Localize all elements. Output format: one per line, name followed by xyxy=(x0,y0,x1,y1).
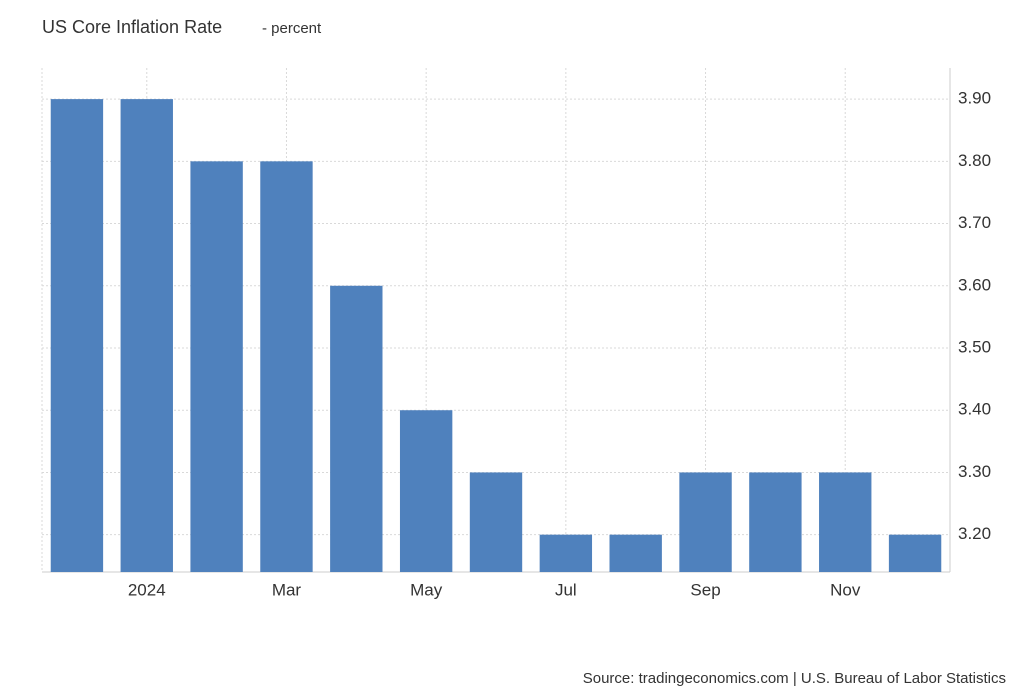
bar xyxy=(399,410,453,572)
bar xyxy=(469,472,523,572)
y-tick-label: 3.30 xyxy=(958,462,991,481)
bar xyxy=(539,534,593,572)
y-tick-label: 3.60 xyxy=(958,275,991,294)
y-tick-label: 3.70 xyxy=(958,213,991,232)
bar xyxy=(50,99,104,572)
x-tick-label: Mar xyxy=(272,580,302,599)
bar xyxy=(749,472,802,572)
bar xyxy=(260,161,313,573)
x-tick-label: Nov xyxy=(830,580,861,599)
x-tick-label: Jul xyxy=(555,580,577,599)
x-tick-label: 2024 xyxy=(128,580,166,599)
bar xyxy=(888,534,942,572)
y-tick-label: 3.40 xyxy=(958,400,991,419)
y-tick-label: 3.80 xyxy=(958,151,991,170)
bar xyxy=(190,161,243,573)
y-tick-label: 3.50 xyxy=(958,337,991,356)
y-tick-label: 3.90 xyxy=(958,89,991,108)
x-tick-label: Sep xyxy=(690,580,720,599)
bar xyxy=(819,472,872,572)
chart-title: US Core Inflation Rate xyxy=(42,17,222,37)
bar xyxy=(120,99,173,572)
source: Source: tradingeconomics.com | U.S. Bure… xyxy=(583,670,1006,687)
bar xyxy=(679,472,732,572)
bar xyxy=(330,285,383,572)
y-tick-label: 3.20 xyxy=(958,524,991,543)
x-tick-label: May xyxy=(410,580,443,599)
bar xyxy=(609,534,662,572)
chart-subtitle: - percent xyxy=(262,20,322,37)
